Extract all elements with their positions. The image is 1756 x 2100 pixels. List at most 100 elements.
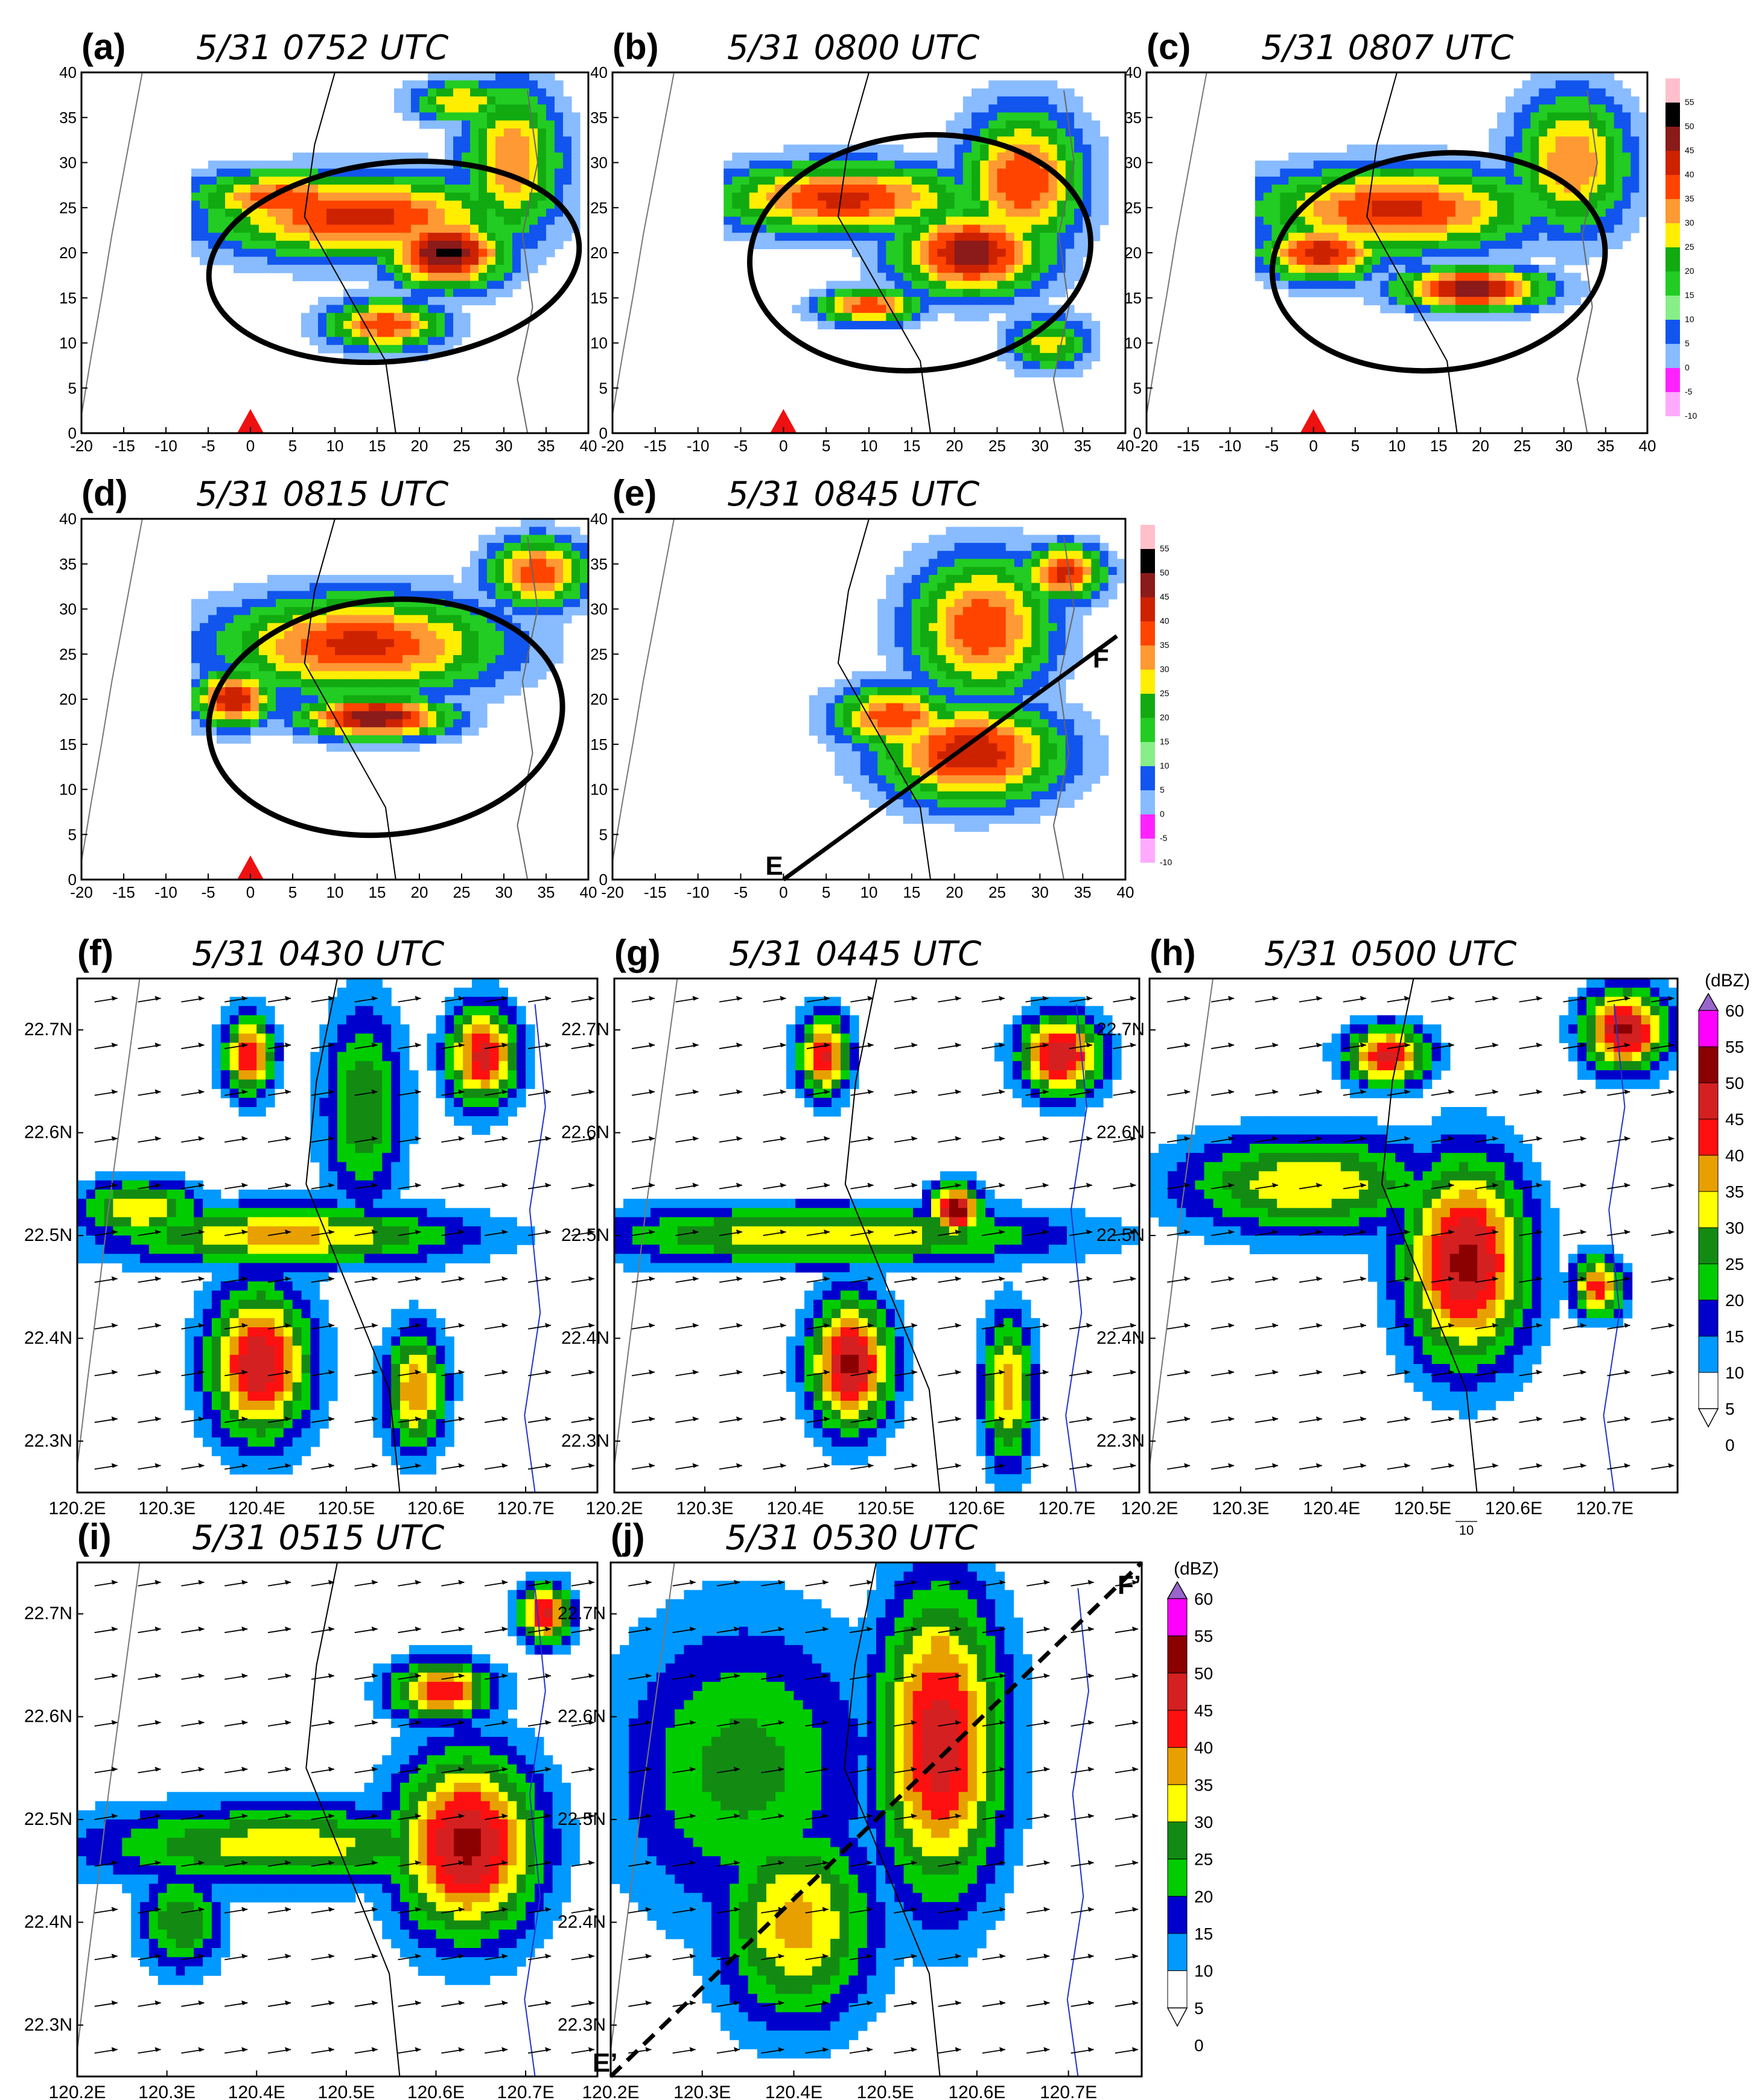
panel-title: 5/31 0530 UTC: [725, 1518, 978, 1558]
colorbar-label: 35: [1160, 640, 1169, 650]
colorbar-label: 55: [1725, 1038, 1744, 1056]
y-tick-label: 30: [59, 154, 77, 172]
colorbar-label: 5: [1160, 785, 1165, 795]
colorbar-bottom-triangle: [1697, 1408, 1719, 1428]
x-tick-label: 120.2E: [582, 2083, 639, 2100]
colorbar-label: 15: [1160, 737, 1169, 746]
colorbar-label: 40: [1194, 1739, 1213, 1757]
x-tick-label: -20: [70, 437, 93, 455]
colorbar-label: 40: [1685, 170, 1694, 179]
x-tick-label: -15: [644, 883, 667, 901]
panel-title: 5/31 0500 UTC: [1264, 934, 1516, 974]
x-tick-label: 5: [822, 883, 830, 901]
colorbar-swatch: [1140, 597, 1155, 621]
colorbar-swatch: [1665, 392, 1680, 416]
x-tick-label: -5: [1265, 437, 1279, 455]
x-tick-label: 120.5E: [317, 1499, 375, 1518]
y-tick-label: 35: [59, 109, 77, 127]
colorbar-swatch: [1698, 1082, 1719, 1120]
colorbar-label: 30: [1160, 664, 1169, 674]
colorbar-label: 60: [1725, 1001, 1744, 1020]
y-tick-label: 5: [1133, 379, 1142, 397]
x-tick-label: 120.7E: [1040, 2083, 1097, 2100]
x-tick-label: 35: [1074, 437, 1092, 455]
x-tick-label: 35: [1597, 437, 1614, 455]
y-tick-label: 22.3N: [1096, 1431, 1145, 1451]
y-tick-label: 20: [1124, 244, 1142, 262]
x-tick-label: 15: [369, 883, 386, 901]
x-tick-label: -5: [734, 883, 748, 901]
y-tick-label: 25: [590, 645, 608, 663]
colorbar-label: 50: [1685, 121, 1694, 131]
colorbar-label: 50: [1725, 1074, 1744, 1093]
colorbar-swatch: [1140, 814, 1155, 839]
panel-i: 120.2E 120.3E 120.4E 120.5E 120.6E 120.7E 22.3…: [24, 1517, 599, 2100]
panel-b: -20 -15 -10 -5 0 5 10 15 20 25 30 35 40 0 5 10 15 20 25 30 3…: [590, 27, 1134, 455]
panel-title: 5/31 0430 UTC: [192, 934, 444, 974]
colorbar-label: 15: [1194, 1924, 1213, 1943]
y-tick-label: 22.6N: [24, 1707, 72, 1727]
x-tick-label: -5: [201, 437, 215, 455]
x-tick-label: 20: [411, 437, 428, 455]
y-tick-label: 22.4N: [1096, 1328, 1145, 1348]
colorbar-swatch: [1665, 368, 1680, 392]
colorbar-swatch: [1665, 320, 1680, 344]
x-tick-label: 120.7E: [497, 1499, 555, 1518]
panel-title: 5/31 0815 UTC: [196, 475, 448, 514]
x-tick-label: 120.2E: [48, 1499, 106, 1518]
x-tick-label: 30: [1555, 437, 1573, 455]
colorbar-swatch: [1698, 1155, 1719, 1192]
x-tick-label: 0: [246, 437, 255, 455]
x-tick-label: 10: [861, 883, 878, 901]
colorbar-label: 55: [1685, 97, 1694, 107]
cross-section-line: [782, 634, 1118, 881]
colorbar-swatch: [1665, 103, 1680, 127]
colorbar-swatch: [1167, 1635, 1188, 1673]
colorbar-swatch: [1167, 1895, 1188, 1934]
colorbar-swatch: [1665, 175, 1680, 199]
colorbar-label: 25: [1194, 1850, 1213, 1869]
colorbar-label: 25: [1160, 688, 1169, 698]
x-tick-label: 25: [1513, 437, 1531, 455]
y-tick-label: 0: [1133, 424, 1142, 442]
x-tick-label: 10: [861, 437, 878, 455]
panel-title: 5/31 0800 UTC: [727, 28, 979, 68]
x-tick-label: 0: [246, 883, 255, 901]
panel-g: 120.2E 120.3E 120.4E 120.5E 120.6E 120.7E 22.3…: [561, 933, 1140, 1518]
x-tick-label: -5: [734, 437, 748, 455]
colorbar-label: 50: [1160, 568, 1169, 577]
x-tick-label: 25: [988, 883, 1006, 901]
x-tick-label: 5: [1351, 437, 1360, 455]
panel-title: 5/31 0845 UTC: [727, 475, 979, 514]
x-tick-label: 5: [822, 437, 830, 455]
colorbar-label: 45: [1194, 1701, 1213, 1720]
y-tick-label: 25: [590, 198, 608, 217]
y-tick-label: 22.5N: [561, 1225, 609, 1245]
panel-label: (g): [614, 933, 661, 973]
colorbar-label: 30: [1685, 218, 1694, 227]
x-tick-label: 25: [453, 883, 471, 901]
y-tick-label: 0: [68, 424, 77, 442]
colorbar-label: 15: [1725, 1327, 1744, 1346]
storm-ellipse: [746, 132, 1094, 374]
panel-title: 5/31 0807 UTC: [1261, 28, 1513, 68]
colorbar-label: 20: [1725, 1291, 1744, 1310]
colorbar-swatch: [1665, 127, 1680, 151]
y-tick-label: 40: [59, 510, 77, 528]
colorbar-label: -5: [1685, 387, 1693, 396]
colorbar-swatch: [1167, 1970, 1188, 2008]
panel-a: -20 -15 -10 -5 0 5 10 15 20 25 30 35 40 0 5 10 15 20 25 30 3…: [59, 27, 597, 455]
colorbar-swatch: [1167, 1859, 1188, 1897]
x-tick-label: 120.3E: [673, 2083, 731, 2100]
colorbar-swatch: [1167, 1598, 1188, 1637]
y-tick-label: 22.4N: [24, 1912, 72, 1932]
radar-site-marker: [770, 409, 797, 433]
x-tick-label: 40: [580, 883, 597, 901]
y-tick-label: 20: [590, 690, 608, 708]
colorbar-unit: (dBZ): [1705, 971, 1750, 991]
y-tick-label: 10: [590, 334, 608, 352]
colorbar-label: -10: [1160, 857, 1172, 867]
y-tick-label: 10: [59, 781, 77, 799]
y-tick-label: 35: [1124, 109, 1142, 127]
